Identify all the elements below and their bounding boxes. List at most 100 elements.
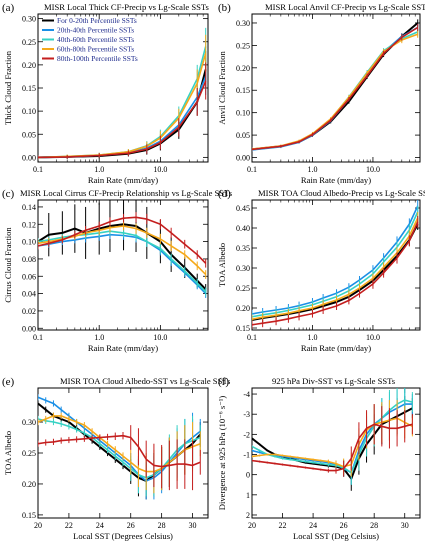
series-line [38, 80, 207, 159]
y-axis-label: Divergence at 925 hPa (10⁻⁶ s⁻¹) [217, 396, 227, 511]
plot-frame [251, 199, 421, 331]
y-tick-label: 1 [246, 491, 250, 500]
series-5 [38, 62, 207, 160]
x-tick-label: 24 [309, 521, 317, 530]
legend-label: 40th-60th Percentile SSTs [57, 35, 134, 44]
y-tick-label: 0.20 [22, 61, 36, 70]
series-line [252, 417, 413, 468]
y-tick-label: 0.10 [22, 107, 36, 116]
x-tick-label: 28 [158, 521, 166, 530]
x-axis-label: Local SST (Deg Celsius) [293, 531, 379, 541]
chart-title: MISR Local Anvil CF-Precip vs Lg-Scale S… [265, 2, 425, 12]
x-tick-label: 30 [401, 521, 409, 530]
series-5 [252, 404, 413, 477]
chart-panel-b: (b) MISR Local Anvil CF-Precip vs Lg-Scal… [217, 2, 425, 185]
plot-area [252, 388, 413, 491]
y-tick-label: 0.30 [22, 418, 36, 427]
series-line [38, 415, 201, 473]
panel-label: (b) [218, 2, 231, 14]
series-5 [252, 23, 419, 151]
chart-title: 925 hPa Div-SST vs Lg-Scale SSTs [272, 376, 396, 386]
x-tick-label: 26 [340, 521, 348, 530]
series-5 [38, 425, 201, 491]
y-tick-label: 0.15 [236, 324, 250, 333]
x-tick-label: 10.0 [153, 165, 167, 174]
chart-panel-e: (e) MISR TOA Cloud Albedo-SST vs Lg-Scale… [2, 376, 231, 541]
y-tick-label: 0.00 [236, 154, 250, 163]
y-tick-label: 0.00 [22, 153, 36, 162]
series-5 [38, 212, 207, 268]
y-tick-label: 0.06 [22, 272, 36, 281]
x-tick-label: 20 [248, 521, 256, 530]
y-tick-label: 0.05 [236, 131, 250, 140]
x-tick-label: 20 [34, 521, 42, 530]
plot-area [252, 200, 419, 329]
y-tick-label: 0.10 [22, 238, 36, 247]
y-tick-label: 0.02 [22, 307, 36, 316]
x-axis-label: Local SST (Degrees Celsius) [73, 531, 173, 541]
plot-area [38, 27, 207, 160]
x-tick-label: 1.0 [94, 165, 104, 174]
x-tick-label: 10.0 [366, 333, 380, 342]
legend-label: 60th-80th Percentile SSTs [57, 45, 134, 54]
x-tick-label: 10.0 [366, 165, 380, 174]
y-tick-label: 0.30 [236, 19, 250, 28]
x-axis-label: Rain Rate (mm/day) [88, 175, 158, 185]
y-tick-label: 0.25 [22, 449, 36, 458]
series-line [252, 399, 413, 474]
x-tick-label: 0.1 [33, 165, 43, 174]
panel-label: (e) [2, 376, 15, 388]
plot-area [38, 394, 202, 500]
y-axis-label: Thick Cloud Fraction [3, 50, 13, 125]
y-tick-label: 0.08 [22, 255, 36, 264]
x-tick-label: 1.0 [94, 333, 104, 342]
series-line [38, 418, 201, 479]
y-tick-label: -1 [243, 451, 250, 460]
y-tick-label: 0.20 [236, 304, 250, 313]
x-tick-label: 30 [189, 521, 197, 530]
y-tick-label: 0.12 [22, 220, 36, 229]
y-tick-label: -2 [243, 430, 250, 439]
y-tick-label: 0.20 [236, 64, 250, 73]
x-minor-ticks [269, 14, 421, 162]
series-5 [252, 216, 419, 329]
plot-frame [251, 13, 421, 163]
y-tick-label: 0.25 [236, 41, 250, 50]
y-tick-label: 0.04 [22, 290, 36, 299]
series-line [38, 230, 207, 293]
y-tick-label: 0.15 [22, 84, 36, 93]
chart-title: MISR TOA Cloud Albedo-Precip vs Lg-Scale… [258, 188, 425, 198]
y-tick-label: 0.30 [236, 264, 250, 273]
panel-label: (f) [218, 376, 229, 388]
x-tick-label: 22 [65, 521, 73, 530]
y-axis-label: Anvil Cloud Fraction [217, 51, 227, 125]
y-axis-label: Cirrus Cloud Fraction [3, 227, 13, 303]
x-axis-label: Rain Rate (mm/day) [301, 343, 371, 353]
plot-frame [37, 199, 209, 331]
y-tick-label: 0.25 [236, 284, 250, 293]
x-tick-label: 10.0 [153, 333, 167, 342]
series-line [252, 217, 419, 320]
panel-label: (c) [2, 188, 15, 200]
plot-frame [37, 13, 209, 163]
x-axis-label: Rain Rate (mm/day) [88, 343, 158, 353]
y-tick-label: -4 [243, 390, 250, 399]
y-tick-label: 0.15 [22, 511, 36, 520]
x-tick-label: 24 [96, 521, 104, 530]
plot-area [252, 19, 419, 152]
y-tick-label: 2 [246, 511, 250, 520]
y-tick-label: -3 [243, 410, 250, 419]
y-tick-label: 0.10 [236, 109, 250, 118]
y-axis-label: TOA Albedo [217, 243, 227, 287]
y-tick-label: 0 [246, 471, 250, 480]
chart-title: MISR Local Cirrus CF-Precip Relationship… [20, 188, 233, 198]
x-tick-label: 0.1 [247, 165, 257, 174]
series-line [252, 221, 419, 326]
y-tick-label: 0.30 [22, 15, 36, 24]
x-tick-label: 28 [370, 521, 378, 530]
y-tick-label: 0.45 [236, 204, 250, 213]
y-tick-label: 0.25 [22, 38, 36, 47]
